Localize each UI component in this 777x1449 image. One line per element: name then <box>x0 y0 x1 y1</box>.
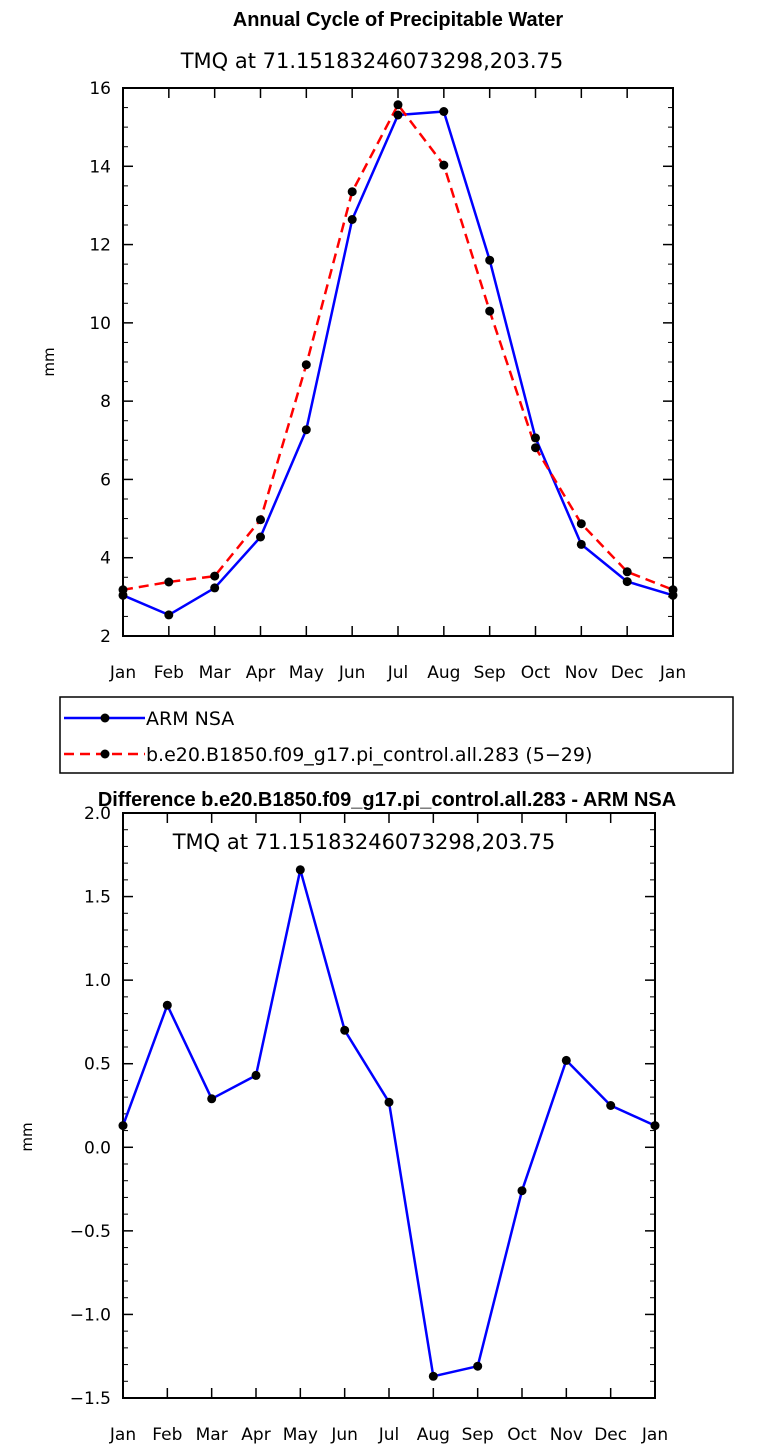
series-2-marker <box>622 567 632 577</box>
series-2-marker <box>668 585 678 595</box>
legend-box <box>59 696 734 774</box>
series-1-marker <box>301 425 311 435</box>
y-tick-label: −1.0 <box>70 1305 111 1325</box>
legend-marker-arm-nsa <box>100 713 110 723</box>
series-line-1 <box>121 868 656 1378</box>
x-tick-label: Jun <box>338 663 366 683</box>
series-1-marker <box>340 1025 350 1035</box>
series-1-marker <box>485 255 495 265</box>
series-2-marker <box>531 443 540 453</box>
series-1-marker <box>384 1097 394 1107</box>
x-tick-label: Feb <box>152 1425 182 1445</box>
chart1-title: Annual Cycle of Precipitable Water <box>233 9 564 31</box>
series-2-marker <box>164 577 174 587</box>
series-1-marker <box>622 577 632 587</box>
y-tick-label: 2 <box>100 627 111 647</box>
y-tick-label: 0.5 <box>84 1055 111 1075</box>
x-tick-label: Nov <box>565 663 598 683</box>
x-tick-label: Dec <box>594 1425 627 1445</box>
series-1-marker <box>162 1000 172 1010</box>
series-2-marker <box>439 160 449 170</box>
series-1-marker <box>606 1101 616 1110</box>
series-1-marker <box>164 610 174 620</box>
x-tick-label: Oct <box>507 1425 537 1445</box>
y-tick-label: 6 <box>100 470 111 490</box>
series-1-marker <box>531 433 540 443</box>
x-tick-label: Jun <box>330 1425 358 1445</box>
x-tick-label: Apr <box>241 1425 270 1445</box>
series-line-1 <box>122 110 674 617</box>
y-tick-label: 1.0 <box>84 971 111 991</box>
y-tick-label: −0.5 <box>70 1222 111 1242</box>
x-tick-label: Aug <box>417 1425 450 1445</box>
chart2-ylabel: mm <box>18 1122 36 1151</box>
series-1-marker <box>428 1371 438 1381</box>
series-1-marker <box>210 583 220 593</box>
x-tick-label: Sep <box>462 1425 494 1445</box>
series-1-marker <box>650 1121 660 1131</box>
y-tick-label: 16 <box>89 79 111 99</box>
chart2-subtitle: TMQ at 71.15183246073298,203.75 <box>172 830 556 854</box>
x-tick-label: May <box>289 663 324 683</box>
chart1-plot: 2 4 6 8 10 12 14 16 Jan Feb Mar Apr May Jun Jul Aug Sep O… <box>89 79 686 683</box>
x-tick-label: Jan <box>641 1425 668 1445</box>
x-tick-label: Jan <box>109 1425 136 1445</box>
series-1-marker <box>517 1186 527 1196</box>
series-1-marker <box>473 1361 483 1371</box>
legend-label-arm-nsa: ARM NSA <box>146 708 234 730</box>
x-tick-label: Jan <box>659 663 686 683</box>
legend: ARM NSA b.e20.B1850.f09_g17.pi_control.a… <box>59 696 734 774</box>
series-2-marker <box>393 100 403 110</box>
series-2-marker <box>118 585 128 595</box>
series-1-marker <box>347 215 357 224</box>
x-tick-label: Oct <box>521 663 551 683</box>
y-tick-label: 1.5 <box>84 888 111 908</box>
series-1-marker <box>439 107 449 116</box>
x-tick-label: Feb <box>154 663 184 683</box>
x-tick-label: Aug <box>427 663 460 683</box>
series-1-marker <box>295 865 305 875</box>
series-1-marker <box>251 1070 261 1080</box>
series-1-marker <box>256 532 265 542</box>
y-tick-label: 4 <box>100 549 111 569</box>
chart2-plot: −1.5 −1.0 −0.5 0.0 0.5 1.0 1.5 2.0 Jan Feb Mar Apr M… <box>70 804 668 1445</box>
y-tick-label: 0.0 <box>84 1138 111 1158</box>
x-tick-label: May <box>283 1425 318 1445</box>
x-tick-label: Mar <box>199 663 231 683</box>
series-line-2 <box>122 103 674 592</box>
x-tick-label: Jan <box>109 663 136 683</box>
series-1-marker <box>393 110 403 120</box>
legend-label-model: b.e20.B1850.f09_g17.pi_control.all.283 (… <box>146 744 592 766</box>
y-tick-label: −1.5 <box>70 1389 111 1409</box>
plot-frame <box>122 87 674 637</box>
series-2-marker <box>256 515 265 525</box>
y-tick-label: 10 <box>89 314 111 334</box>
x-tick-label: Apr <box>246 663 275 683</box>
y-tick-label: 14 <box>89 157 111 177</box>
x-tick-label: Nov <box>550 1425 583 1445</box>
x-tick-label: Jul <box>387 663 409 683</box>
y-tick-label: 12 <box>89 236 111 256</box>
series-2-marker <box>485 306 495 316</box>
series-1-marker <box>118 1121 128 1131</box>
chart1-subtitle: TMQ at 71.15183246073298,203.75 <box>180 49 564 73</box>
chart2-title: Difference b.e20.B1850.f09_g17.pi_contro… <box>98 789 676 811</box>
series-2-marker <box>347 187 357 197</box>
series-1-marker <box>207 1094 217 1104</box>
legend-marker-model <box>100 749 110 759</box>
series-2-marker <box>576 519 586 529</box>
chart1-ylabel: mm <box>40 347 58 376</box>
x-tick-label: Dec <box>611 663 644 683</box>
y-tick-label: 2.0 <box>84 804 111 824</box>
series-2-marker <box>210 571 220 581</box>
x-tick-label: Sep <box>474 663 506 683</box>
series-1-marker <box>561 1055 571 1065</box>
series-1-marker <box>576 539 586 549</box>
x-tick-label: Jul <box>378 1425 400 1445</box>
x-tick-label: Mar <box>196 1425 228 1445</box>
y-tick-label: 8 <box>100 392 111 412</box>
series-2-marker <box>301 360 311 370</box>
